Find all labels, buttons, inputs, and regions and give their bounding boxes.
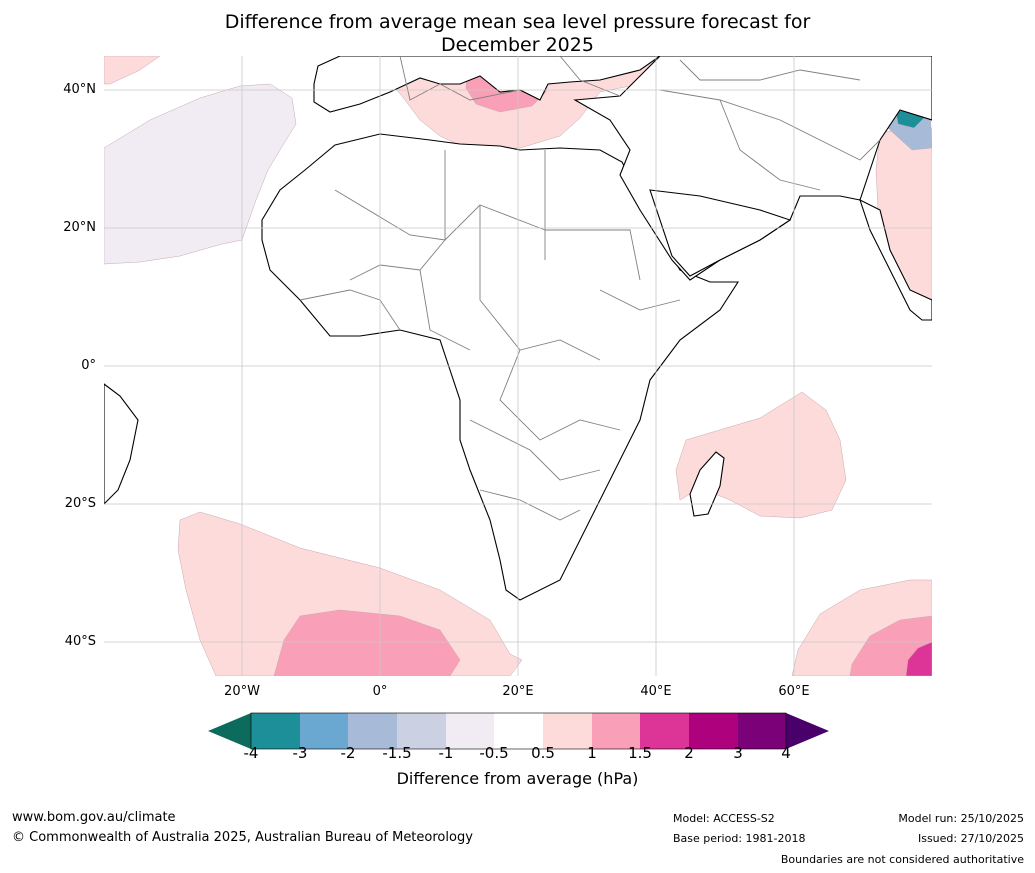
colorbar-tick: 1 [587,744,597,762]
anomaly-area-negative-atlantic [104,83,297,265]
lon-label-60e: 60°E [778,684,810,699]
chart-title-line-2: December 2025 [441,34,594,56]
landmass-africa [261,133,740,601]
colorbar-tick: -4 [243,744,259,762]
lon-label-40e: 40°E [640,684,672,699]
lon-label-20w: 20°W [224,684,260,699]
landmass-india [859,198,932,321]
footer-issued: Issued: 27/10/2025 [917,832,1024,845]
colorbar-tick: 3 [733,744,743,762]
lat-label-40n: 40°N [63,82,96,97]
footer-model-run: Model run: 25/10/2025 [898,812,1024,825]
lat-label-20s: 20°S [64,496,96,511]
landmass-south-america [104,383,139,505]
colorbar-tick: 1.5 [628,744,652,762]
landmass-europe [313,56,661,113]
footer-model: Model: ACCESS-S2 [673,812,775,825]
colorbar-tick: -0.5 [479,744,509,762]
lat-label-20n: 20°N [63,220,96,235]
anomaly-area-strong-positive-southern-ocean-east [905,641,932,676]
colorbar-tick: -3 [292,744,308,762]
country-borders [299,56,881,521]
footer-disclaimer: Boundaries are not considered authoritat… [780,853,1024,866]
anomaly-area-moderate-positive-south-atlantic [273,609,461,676]
footer-base-period: Base period: 1981-2018 [673,832,806,845]
graticule [104,56,932,676]
lon-label-0: 0° [372,684,388,699]
colorbar-tick: -1.5 [382,744,412,762]
colorbar-tick: 2 [684,744,694,762]
landmass-madagascar [689,451,725,517]
landmass-arabia [649,189,792,277]
anomaly-area-weak-positive-nw [104,56,161,85]
colorbar-label: Difference from average (hPa) [396,769,639,788]
lat-label-equator: 0° [81,358,96,373]
colorbar-tick: 0.5 [531,744,555,762]
colorbar-tick: -2 [340,744,356,762]
chart-title-line-1: Difference from average mean sea level p… [224,11,811,33]
lon-label-20e: 20°E [502,684,534,699]
colorbar-tick: 4 [781,744,791,762]
footer-website: www.bom.gov.au/climate [12,810,176,825]
footer-copyright: © Commonwealth of Australia 2025, Austra… [12,830,473,845]
lat-label-40s: 40°S [64,634,96,649]
colorbar-tick: -1 [438,744,454,762]
